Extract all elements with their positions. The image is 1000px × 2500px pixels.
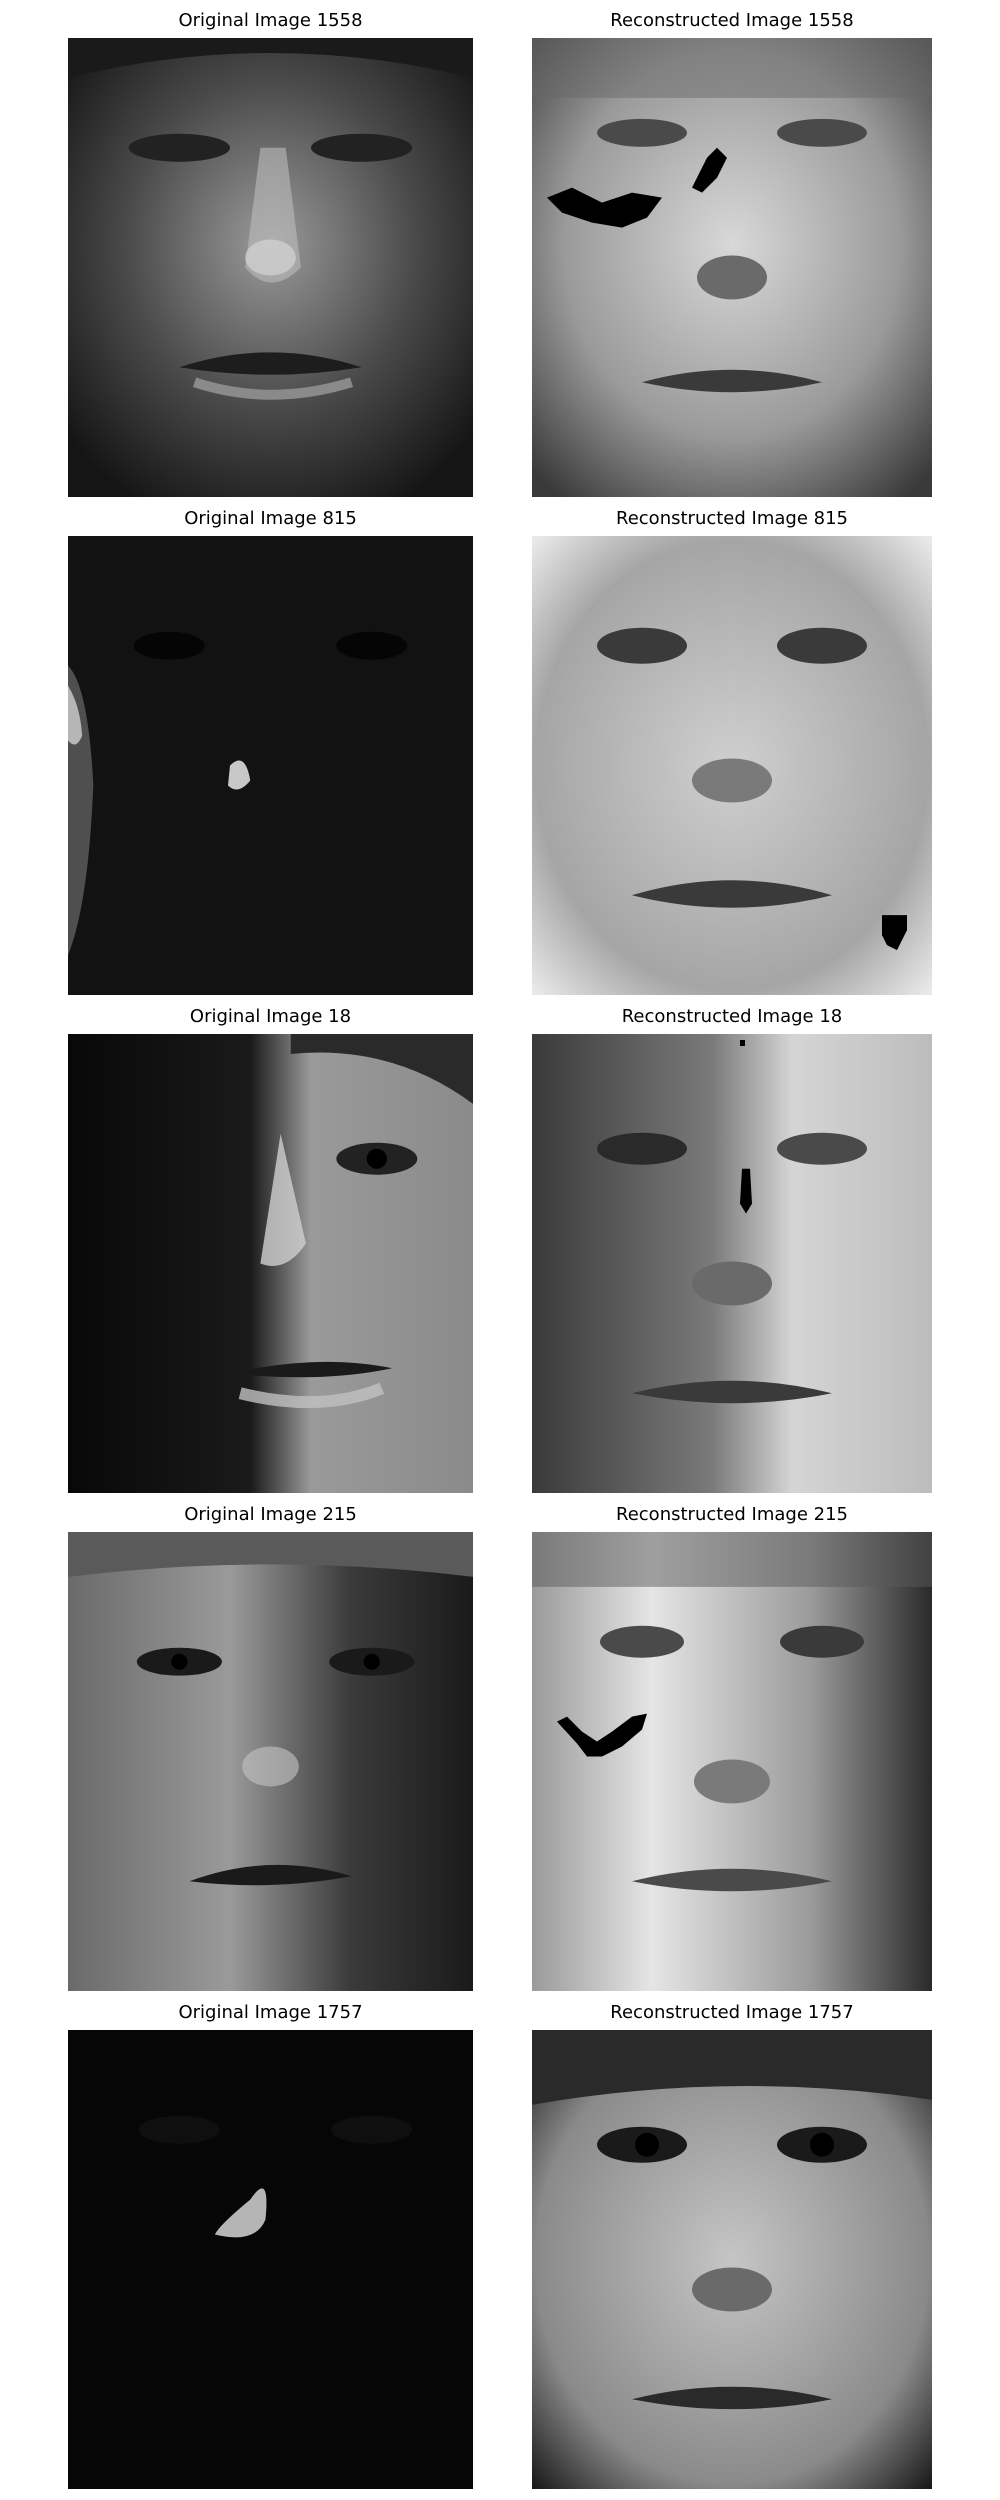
face-image-reconstructed-815 xyxy=(532,536,932,995)
panel-title: Reconstructed Image 215 xyxy=(616,1504,848,1525)
panel-original-1558: Original Image 1558 xyxy=(68,10,473,497)
panel-reconstructed-18: Reconstructed Image 18 xyxy=(532,1006,932,1493)
face-image-reconstructed-18 xyxy=(532,1034,932,1493)
face-image-original-215 xyxy=(68,1532,473,1991)
panel-title: Reconstructed Image 18 xyxy=(621,1006,843,1027)
face-image-original-1757 xyxy=(68,2030,473,2489)
panel-reconstructed-1558: Reconstructed Image 1558 xyxy=(532,10,932,497)
panel-title: Original Image 815 xyxy=(184,508,357,529)
panel-title: Original Image 1757 xyxy=(178,2002,363,2023)
panel-reconstructed-1757: Reconstructed Image 1757 xyxy=(532,2002,932,2489)
panel-title: Original Image 215 xyxy=(184,1504,357,1525)
panel-title: Reconstructed Image 1558 xyxy=(610,10,854,31)
panel-original-18: Original Image 18 xyxy=(68,1006,473,1493)
face-image-reconstructed-1757 xyxy=(532,2030,932,2489)
panel-title: Original Image 18 xyxy=(189,1006,352,1027)
panel-reconstructed-215: Reconstructed Image 215 xyxy=(532,1504,932,1991)
face-image-reconstructed-215 xyxy=(532,1532,932,1991)
panel-reconstructed-815: Reconstructed Image 815 xyxy=(532,508,932,995)
panel-title: Reconstructed Image 815 xyxy=(616,508,848,529)
panel-original-215: Original Image 215 xyxy=(68,1504,473,1991)
face-image-reconstructed-1558 xyxy=(532,38,932,497)
panel-title: Original Image 1558 xyxy=(178,10,363,31)
face-image-original-1558 xyxy=(68,38,473,497)
panel-original-1757: Original Image 1757 xyxy=(68,2002,473,2489)
panel-original-815: Original Image 815 xyxy=(68,508,473,995)
face-image-original-18 xyxy=(68,1034,473,1493)
panel-title: Reconstructed Image 1757 xyxy=(610,2002,854,2023)
face-image-original-815 xyxy=(68,536,473,995)
